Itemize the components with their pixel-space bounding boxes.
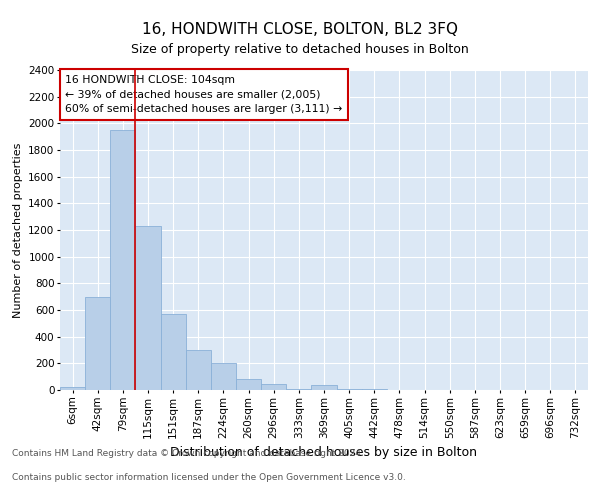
Text: Size of property relative to detached houses in Bolton: Size of property relative to detached ho… (131, 42, 469, 56)
Bar (236, 380, 261, 390)
Bar (110, 130, 136, 390)
Bar (211, 364, 236, 390)
Text: Contains public sector information licensed under the Open Government Licence v3: Contains public sector information licen… (12, 474, 406, 482)
Bar (186, 350, 211, 390)
Y-axis label: Number of detached properties: Number of detached properties (13, 142, 23, 318)
Bar (85, 296, 110, 390)
Text: Contains HM Land Registry data © Crown copyright and database right 2024.: Contains HM Land Registry data © Crown c… (12, 448, 364, 458)
Bar (337, 388, 362, 390)
Bar (286, 388, 311, 390)
Text: 16 HONDWITH CLOSE: 104sqm
← 39% of detached houses are smaller (2,005)
60% of se: 16 HONDWITH CLOSE: 104sqm ← 39% of detac… (65, 75, 343, 114)
Text: 16, HONDWITH CLOSE, BOLTON, BL2 3FQ: 16, HONDWITH CLOSE, BOLTON, BL2 3FQ (142, 22, 458, 38)
Bar (60, 388, 85, 390)
Bar (311, 386, 337, 390)
Bar (261, 384, 286, 390)
X-axis label: Distribution of detached houses by size in Bolton: Distribution of detached houses by size … (170, 446, 478, 459)
Bar (161, 314, 186, 390)
Bar (136, 226, 161, 390)
